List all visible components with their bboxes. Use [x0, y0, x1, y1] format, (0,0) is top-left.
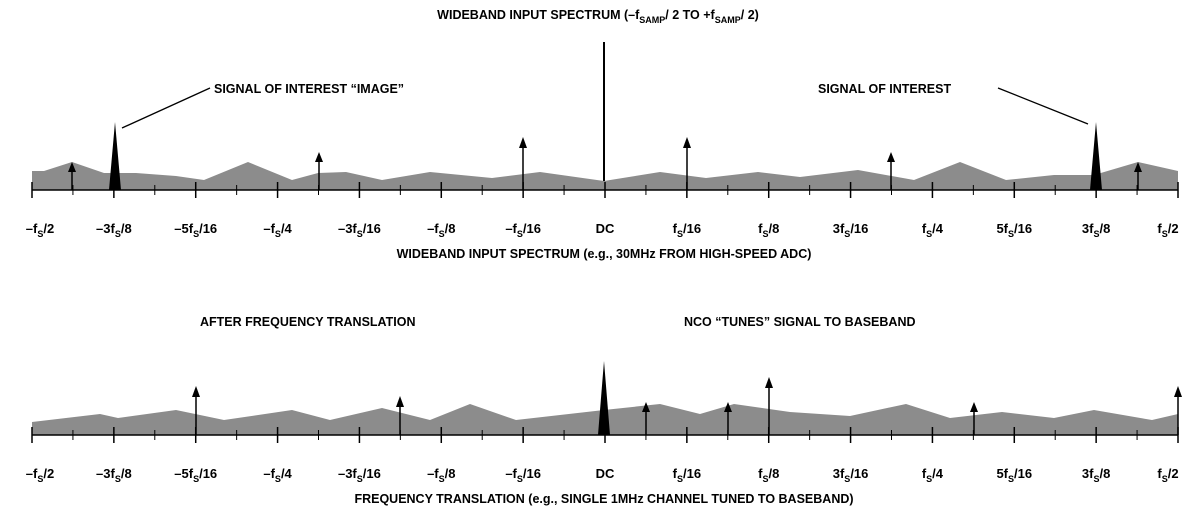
axis-tick-label: fS/8: [758, 221, 779, 239]
bottom-tick-labels: –fS/2 –3fS/8 –5fS/16 –fS/4 –3fS/16 –fS/8 –fS/1…: [26, 466, 1179, 484]
signal-image-peak: [109, 122, 121, 190]
top-spur-arrow: [1134, 162, 1142, 190]
signal-of-interest-peak: [1090, 122, 1102, 190]
bottom-spur-arrow: [724, 402, 732, 435]
top-title: WIDEBAND INPUT SPECTRUM (–fSAMP/ 2 TO +f…: [437, 8, 759, 25]
axis-tick-label: fS/4: [922, 466, 944, 484]
axis-tick-label: –3fS/8: [96, 466, 132, 484]
top-spur-arrow: [315, 152, 323, 190]
axis-tick-label: –fS/2: [26, 466, 54, 484]
axis-tick-label: –fS/8: [427, 221, 455, 239]
bottom-spur-arrow: [192, 386, 200, 435]
axis-tick-label: fS/2: [1157, 221, 1178, 239]
axis-tick-label: 3fS/8: [1082, 466, 1110, 484]
axis-tick-label: –fS/4: [263, 466, 292, 484]
axis-tick-label: 5fS/16: [996, 466, 1032, 484]
axis-tick-label: 3fS/16: [833, 221, 869, 239]
axis-tick-label: –fS/16: [505, 466, 541, 484]
signal-leader-line: [997, 87, 1089, 125]
bottom-label-right: NCO “TUNES” SIGNAL TO BASEBAND: [684, 315, 916, 329]
axis-tick-label: DC: [596, 221, 615, 236]
bottom-spur-arrow: [765, 377, 773, 435]
axis-tick-label: fS/2: [1157, 466, 1178, 484]
axis-tick-label: fS/16: [673, 221, 701, 239]
axis-tick-label: 5fS/16: [996, 221, 1032, 239]
axis-tick-label: 3fS/8: [1082, 221, 1110, 239]
axis-tick-label: 3fS/16: [833, 466, 869, 484]
top-spur-arrow: [68, 162, 76, 190]
axis-tick-label: DC: [596, 466, 615, 481]
bottom-spur-arrow: [970, 402, 978, 435]
axis-tick-label: –3fS/16: [338, 221, 381, 239]
annotation-signal-of-interest: SIGNAL OF INTEREST: [818, 82, 951, 96]
axis-tick-label: –fS/4: [263, 221, 292, 239]
top-caption: WIDEBAND INPUT SPECTRUM (e.g., 30MHz FRO…: [397, 247, 812, 261]
axis-tick-label: –3fS/16: [338, 466, 381, 484]
image-leader-line: [121, 87, 211, 129]
axis-tick-label: –5fS/16: [174, 221, 217, 239]
bottom-caption: FREQUENCY TRANSLATION (e.g., SINGLE 1MHz…: [354, 492, 853, 506]
top-spur-arrow: [887, 152, 895, 190]
baseband-signal-peak: [598, 361, 610, 435]
axis-tick-label: –5fS/16: [174, 466, 217, 484]
annotation-signal-image: SIGNAL OF INTEREST “IMAGE”: [214, 82, 404, 96]
axis-tick-label: –fS/16: [505, 221, 541, 239]
axis-tick-label: –fS/2: [26, 221, 54, 239]
bottom-spur-arrow: [642, 402, 650, 435]
axis-tick-label: fS/16: [673, 466, 701, 484]
top-spur-arrow: [683, 137, 691, 190]
axis-tick-label: fS/4: [922, 221, 944, 239]
top-spur-arrow: [519, 137, 527, 190]
bottom-label-left: AFTER FREQUENCY TRANSLATION: [200, 315, 416, 329]
bottom-spur-arrow: [1174, 386, 1182, 435]
top-tick-labels: –fS/2 –3fS/8 –5fS/16 –fS/4 –3fS/16 –fS/8 –fS/1…: [26, 221, 1179, 239]
axis-tick-label: –3fS/8: [96, 221, 132, 239]
axis-tick-label: –fS/8: [427, 466, 455, 484]
bottom-spur-arrow: [396, 396, 404, 435]
axis-tick-label: fS/8: [758, 466, 779, 484]
